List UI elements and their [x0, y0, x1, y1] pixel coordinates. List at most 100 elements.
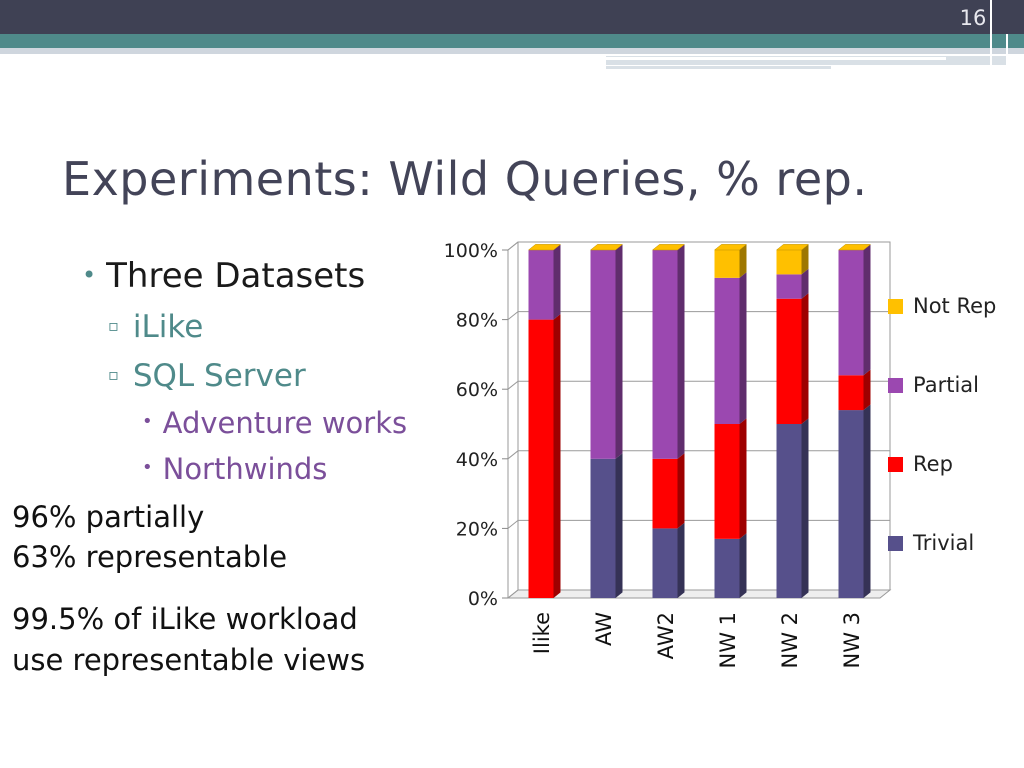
note-representable-views: use representable views: [12, 643, 366, 677]
bar-ilike-partial: [528, 250, 554, 320]
header-stripe: [0, 48, 1024, 54]
bar-ilike-partial-side: [553, 244, 561, 320]
bullet-small-dot-icon: •: [142, 457, 153, 478]
legend-label: Not Rep: [913, 294, 997, 318]
legend-swatch: [888, 299, 903, 314]
bar-aw2-partial: [652, 250, 678, 459]
y-tick-label: 60%: [456, 379, 498, 401]
bar-top-cap: [527, 244, 562, 251]
bar-nw1-not-rep-side: [739, 244, 747, 278]
bar-nw1-trivial-side: [739, 533, 747, 598]
bullet-ilike: ▫ iLike: [108, 309, 203, 345]
bullet-dot-icon: •: [82, 261, 97, 289]
bar-aw-trivial-side: [615, 453, 623, 598]
bar-aw2-rep-side: [677, 453, 685, 529]
legend-item-rep: Rep: [888, 452, 953, 476]
bullet-sql-server: ▫ SQL Server: [108, 358, 306, 394]
bar-nw3-trivial-side: [863, 404, 871, 598]
bar-nw3-partial-side: [863, 244, 871, 376]
legend-label: Partial: [913, 373, 979, 397]
bullet-datasets-text: Three Datasets: [106, 256, 366, 296]
y-tick-label: 80%: [456, 310, 498, 332]
bullet-adventure-works: • Adventure works: [142, 406, 407, 440]
bar-ilike-rep: [528, 319, 554, 598]
gridline: [507, 311, 890, 320]
legend-item-not-rep: Not Rep: [888, 294, 996, 318]
gridline: [507, 450, 890, 460]
chart-side-wall: [507, 241, 519, 598]
y-tick-label: 40%: [456, 449, 498, 471]
bar-nw2-trivial: [776, 424, 802, 598]
legend-label: Rep: [913, 452, 953, 476]
bar-aw-partial: [590, 250, 616, 459]
chart-floor: [506, 589, 892, 599]
bar-nw1-rep-side: [739, 418, 747, 539]
bar-top-cap: [713, 244, 748, 251]
y-tick-label: 0%: [468, 588, 498, 610]
bullet-northwinds-text: Northwinds: [162, 452, 328, 486]
note-ilike-workload: 99.5% of iLike workload: [12, 602, 358, 636]
bar-nw2-rep: [776, 298, 802, 424]
bar-aw-partial-side: [615, 244, 623, 459]
header-stripe-line: [606, 57, 946, 60]
bar-aw-trivial: [590, 458, 616, 598]
legend-item-trivial: Trivial: [888, 531, 974, 555]
x-tick-label: AW2: [654, 612, 678, 659]
bar-nw1-rep: [714, 424, 740, 539]
bar-nw1-partial-side: [739, 272, 747, 424]
bullet-square-icon: ▫: [108, 316, 119, 335]
bar-aw2-rep: [652, 458, 678, 529]
bar-nw3-rep: [838, 375, 864, 411]
legend-label: Trivial: [913, 531, 975, 555]
slide-title: Experiments: Wild Queries, % rep.: [62, 152, 868, 206]
header-divider: [990, 0, 992, 70]
bar-nw1-partial: [714, 277, 740, 424]
bar-nw2-partial-side: [801, 268, 809, 299]
x-tick-label: NW 2: [778, 612, 802, 669]
bar-nw2-not-rep-side: [801, 244, 809, 275]
note-representable: 63% representable: [12, 540, 288, 574]
gridline: [507, 380, 890, 390]
chart-back-wall: [517, 241, 891, 591]
header-stripe-accent-small: [606, 66, 831, 69]
bar-nw1-not-rep: [714, 250, 740, 278]
bullet-adventure-works-text: Adventure works: [162, 406, 408, 440]
bar-aw2-partial-side: [677, 244, 685, 459]
bullet-northwinds: • Northwinds: [142, 452, 327, 486]
bullet-datasets: • Three Datasets: [82, 256, 365, 296]
legend-item-partial: Partial: [888, 373, 979, 397]
legend-swatch: [888, 378, 903, 393]
bar-nw2-rep-side: [801, 293, 809, 424]
bar-top-cap: [775, 244, 810, 251]
bar-top-cap: [837, 244, 872, 251]
bullet-small-dot-icon: •: [142, 411, 153, 432]
header-band: [0, 34, 1024, 48]
y-tick-label: 100%: [444, 240, 498, 262]
bar-nw2-partial: [776, 274, 802, 299]
note-partially: 96% partially: [12, 500, 205, 534]
bar-ilike-rep-side: [553, 314, 561, 598]
gridline: [507, 589, 890, 599]
slide-number: 16: [959, 6, 987, 30]
bullet-square-icon: ▫: [108, 365, 119, 384]
gridline: [507, 241, 890, 251]
y-tick-label: 20%: [456, 518, 498, 540]
bar-nw3-partial: [838, 250, 864, 376]
bar-nw1-trivial: [714, 538, 740, 598]
top-bar: [0, 0, 1024, 34]
gridline: [507, 519, 890, 529]
bullet-ilike-text: iLike: [132, 309, 204, 345]
header-stripe-accent: [606, 56, 1006, 65]
bar-nw2-not-rep: [776, 250, 802, 275]
bullet-sql-server-text: SQL Server: [132, 358, 306, 394]
header-divider-right: [1006, 34, 1008, 70]
bar-aw2-trivial-side: [677, 522, 685, 598]
bar-nw3-trivial: [838, 410, 864, 598]
bar-nw2-trivial-side: [801, 418, 809, 598]
bar-aw2-trivial: [652, 528, 678, 598]
legend-swatch: [888, 536, 903, 551]
bar-top-cap: [651, 244, 686, 251]
bar-nw3-rep-side: [863, 369, 871, 411]
x-tick-label: NW 3: [840, 612, 864, 669]
